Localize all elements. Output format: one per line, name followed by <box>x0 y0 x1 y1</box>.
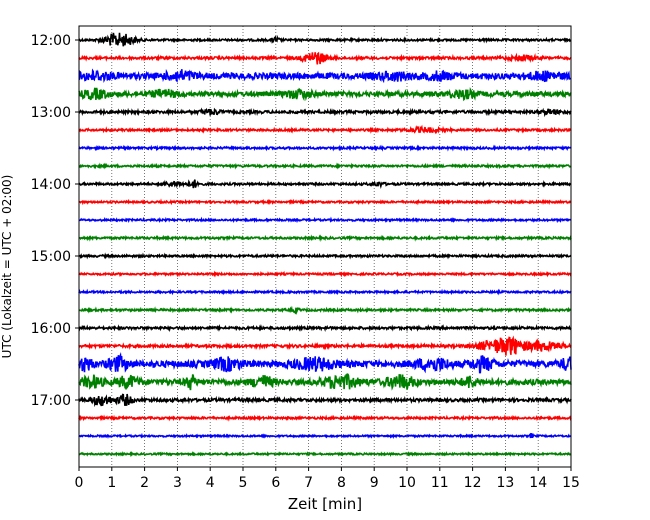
trace-row-1630 <box>78 351 572 374</box>
trace-row-1545 <box>78 305 572 315</box>
seismic-traces <box>78 32 572 458</box>
x-tick-label: 0 <box>75 475 84 491</box>
y-tick-label: 12:00 <box>31 33 71 49</box>
trace-row-1515 <box>78 270 572 278</box>
y-axis-label: UTC (Lokalzeit = UTC + 02:00) <box>0 175 14 359</box>
trace-row-1600 <box>78 323 572 333</box>
trace-row-1430 <box>78 216 572 224</box>
trace-row-1400 <box>78 179 572 190</box>
trace-row-1415 <box>78 198 572 206</box>
trace-row-1730 <box>78 432 572 439</box>
x-tick-label: 14 <box>529 475 547 491</box>
trace-row-1200 <box>78 32 572 47</box>
x-tick-label: 5 <box>239 475 248 491</box>
x-tick-label: 15 <box>562 475 580 491</box>
x-tick-label: 7 <box>304 475 313 491</box>
y-tick-label: 13:00 <box>31 105 71 121</box>
trace-row-1215 <box>78 51 572 65</box>
trace-row-1700 <box>78 393 572 408</box>
x-tick-label: 11 <box>431 475 449 491</box>
trace-row-1345 <box>78 162 572 170</box>
x-axis-ticks: 0 1 2 3 4 5 6 7 8 9 10 11 12 13 14 15 <box>75 467 580 491</box>
y-tick-label: 15:00 <box>31 249 71 265</box>
x-tick-label: 1 <box>107 475 116 491</box>
plot-frame <box>78 25 572 468</box>
x-tick-label: 6 <box>271 475 280 491</box>
trace-row-1715 <box>78 414 572 422</box>
trace-row-1645 <box>78 373 572 391</box>
y-tick-label: 17:00 <box>31 393 71 409</box>
x-tick-label: 2 <box>140 475 149 491</box>
trace-row-1330 <box>78 144 572 152</box>
x-tick-label: 8 <box>337 475 346 491</box>
x-axis-label: Zeit [min] <box>288 495 362 513</box>
trace-row-1315 <box>78 124 572 135</box>
trace-row-1500 <box>78 252 572 260</box>
x-tick-label: 9 <box>370 475 379 491</box>
x-tick-label: 12 <box>464 475 482 491</box>
trace-row-1230 <box>78 68 572 84</box>
x-tick-label: 13 <box>496 475 514 491</box>
trace-row-1530 <box>78 288 572 296</box>
y-axis-ticks: 12:00 13:00 14:00 15:00 16:00 17:00 <box>31 33 79 409</box>
y-tick-label: 14:00 <box>31 177 71 193</box>
trace-row-1615 <box>78 335 572 356</box>
y-tick-label: 16:00 <box>31 321 71 337</box>
trace-row-1445 <box>78 234 572 243</box>
x-tick-label: 10 <box>398 475 416 491</box>
x-tick-label: 3 <box>173 475 182 491</box>
trace-row-1745 <box>78 450 572 458</box>
trace-row-1245 <box>78 87 572 102</box>
trace-row-1300 <box>78 107 572 118</box>
x-tick-label: 4 <box>206 475 215 491</box>
